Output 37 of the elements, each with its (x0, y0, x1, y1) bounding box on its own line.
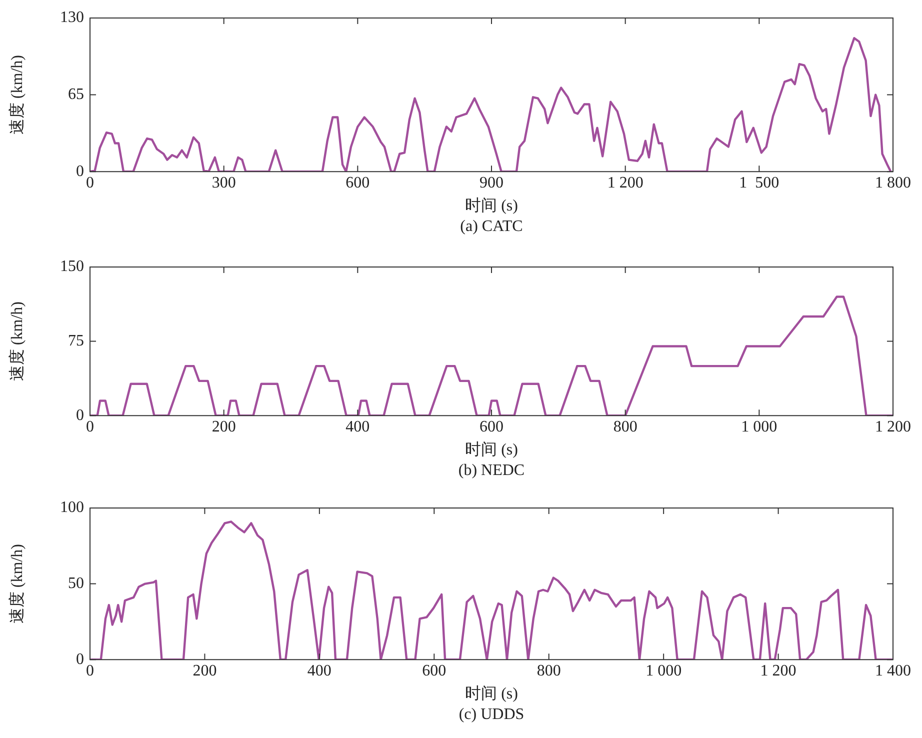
x-tick-label: 800 (613, 418, 638, 436)
y-axis-title: 速度 (km/h) (8, 544, 26, 624)
y-tick-label: 0 (76, 406, 84, 424)
y-tick-label: 150 (60, 258, 84, 276)
y-tick-label: 0 (76, 162, 84, 180)
x-tick-label: 1 400 (875, 662, 911, 680)
x-tick-label: 200 (212, 418, 236, 436)
x-tick-label: 1 200 (875, 418, 911, 436)
x-tick-label: 1 000 (741, 418, 778, 436)
y-tick-label: 75 (68, 332, 84, 350)
x-axis-title: 时间 (s) (465, 684, 518, 703)
x-tick-label: 600 (480, 418, 504, 436)
x-tick-label: 1 000 (646, 662, 682, 680)
x-tick-label: 800 (536, 662, 561, 680)
y-tick-label: 65 (68, 86, 84, 104)
y-axis-title: 速度 (km/h) (8, 302, 26, 382)
text: (b) NEDC (457, 462, 526, 480)
y-tick-label: 50 (68, 575, 84, 592)
text: (a) CATC (459, 218, 524, 236)
x-tick-label: 400 (307, 662, 332, 680)
x-tick-label: 900 (480, 174, 504, 192)
x-tick-label: 200 (192, 662, 217, 680)
x-tick-label: 1 200 (607, 174, 644, 192)
x-tick-label: 600 (346, 174, 370, 192)
text: (c) UDDS (458, 706, 526, 724)
y-tick-label: 130 (60, 9, 84, 26)
x-tick-label: 600 (422, 662, 446, 680)
x-axis-title: 时间 (s) (465, 196, 518, 215)
x-tick-label: 1 800 (875, 174, 911, 192)
x-tick-label: 1 500 (739, 174, 780, 192)
y-tick-label: 100 (60, 499, 84, 516)
x-tick-label: 400 (346, 418, 370, 436)
x-tick-label: 300 (212, 174, 236, 192)
x-axis-title: 时间 (s) (465, 440, 518, 459)
x-tick-label: 1 200 (760, 662, 796, 680)
y-axis-title: 速度 (km/h) (8, 55, 26, 135)
y-tick-label: 0 (76, 650, 84, 668)
